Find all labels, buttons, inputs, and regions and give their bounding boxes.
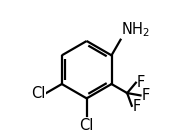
Text: NH$_2$: NH$_2$ (121, 20, 150, 39)
Text: F: F (137, 75, 145, 90)
Text: Cl: Cl (31, 86, 45, 101)
Text: F: F (133, 99, 141, 114)
Text: Cl: Cl (80, 118, 94, 132)
Text: F: F (141, 88, 150, 103)
